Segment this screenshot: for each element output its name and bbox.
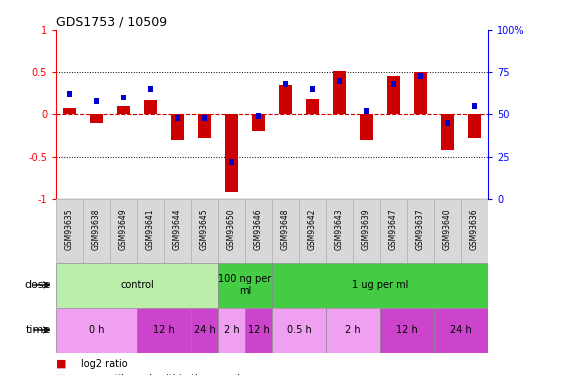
Text: GSM93645: GSM93645 [200,209,209,250]
Bar [434,308,488,352]
Bar [137,308,191,352]
Bar [380,308,434,352]
Text: GSM93648: GSM93648 [281,209,290,250]
Bar [218,308,245,352]
Bar [110,199,137,262]
Text: 24 h: 24 h [194,325,215,335]
Text: percentile rank within the sample: percentile rank within the sample [81,374,246,375]
Bar [434,199,461,262]
Text: time: time [25,325,50,335]
Bar [445,120,450,126]
Text: GSM93639: GSM93639 [362,209,371,250]
Text: GSM93638: GSM93638 [92,209,101,250]
Bar [360,114,373,140]
Bar [225,114,238,192]
Text: GSM93642: GSM93642 [308,209,317,250]
Bar [326,199,353,262]
Bar [337,78,342,84]
Bar [283,81,288,87]
Bar [441,114,454,150]
Text: GSM93641: GSM93641 [146,209,155,250]
Text: dose: dose [24,280,50,290]
Bar [198,114,211,138]
Bar [279,85,292,114]
Bar [272,262,488,308]
Bar [175,115,180,121]
Bar [245,199,272,262]
Bar [326,308,380,352]
Text: 12 h: 12 h [153,325,175,335]
Text: log2 ratio: log2 ratio [81,359,128,369]
Bar [468,114,481,138]
Bar [56,262,218,308]
Bar [137,199,164,262]
Text: GSM93640: GSM93640 [443,209,452,250]
Bar [306,99,319,114]
Bar [461,199,488,262]
Bar [272,199,299,262]
Bar [418,73,423,78]
Bar [164,199,191,262]
Text: 100 ng per
ml: 100 ng per ml [218,274,272,296]
Text: GSM93637: GSM93637 [416,209,425,250]
Bar [414,72,427,114]
Bar [256,113,261,119]
Bar [218,199,245,262]
Bar [191,308,218,352]
Bar [94,98,99,104]
Text: GSM93644: GSM93644 [173,209,182,250]
Bar [245,308,272,352]
Text: GSM93646: GSM93646 [254,209,263,250]
Bar [229,159,234,165]
Bar [387,76,401,114]
Bar [353,199,380,262]
Text: 0.5 h: 0.5 h [287,325,311,335]
Bar [364,108,369,114]
Bar [391,81,396,87]
Bar [148,86,153,92]
Text: 12 h: 12 h [248,325,269,335]
Bar [121,94,126,100]
Text: GSM93647: GSM93647 [389,209,398,250]
Bar [310,86,315,92]
Bar [144,100,157,114]
Text: control: control [120,280,154,290]
Bar [63,108,76,114]
Bar [252,114,265,131]
Bar [67,91,72,97]
Bar [56,308,137,352]
Text: ■: ■ [56,359,67,369]
Bar [472,103,477,109]
Text: GDS1753 / 10509: GDS1753 / 10509 [56,16,167,29]
Text: GSM93635: GSM93635 [65,209,74,250]
Bar [56,199,83,262]
Text: ■: ■ [56,374,67,375]
Bar [202,115,207,121]
Bar [333,70,346,114]
Bar [83,199,110,262]
Bar [299,199,326,262]
Bar [191,199,218,262]
Bar [218,262,272,308]
Text: 12 h: 12 h [396,325,418,335]
Text: 2 h: 2 h [224,325,240,335]
Bar [117,106,130,114]
Text: 2 h: 2 h [345,325,361,335]
Text: GSM93649: GSM93649 [119,209,128,250]
Text: GSM93636: GSM93636 [470,209,479,250]
Bar [90,114,103,123]
Text: GSM93650: GSM93650 [227,209,236,250]
Bar [272,308,326,352]
Text: 0 h: 0 h [89,325,104,335]
Text: 1 ug per ml: 1 ug per ml [352,280,408,290]
Bar [380,199,407,262]
Bar [171,114,185,140]
Bar [407,199,434,262]
Text: GSM93643: GSM93643 [335,209,344,250]
Text: 24 h: 24 h [450,325,472,335]
